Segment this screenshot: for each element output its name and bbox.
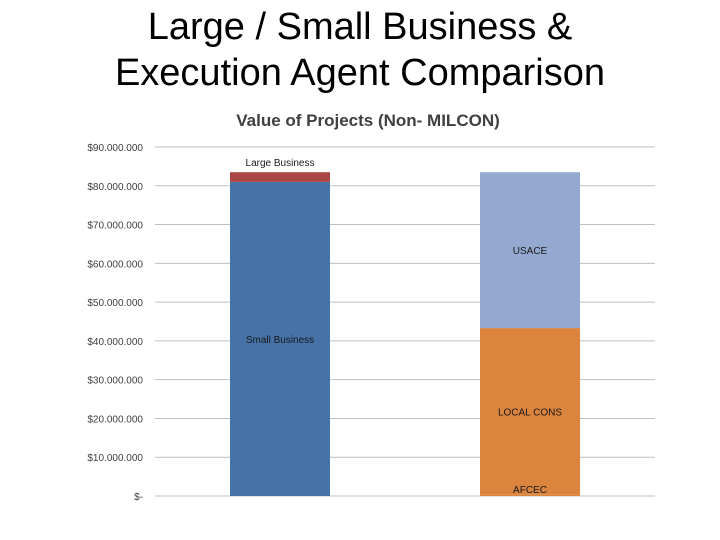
segment-label-usace: USACE <box>513 246 548 257</box>
segment-labels: Small Business Large Business AFCEC LOCAL C… <box>246 158 563 496</box>
y-tick-label: $90.000.000 <box>87 143 143 154</box>
slide-title-line-2: Execution Agent Comparison <box>114 52 606 94</box>
y-tick-label: $70.000.000 <box>87 221 143 232</box>
slide-title-line-1: Large / Small Business & <box>147 6 573 48</box>
segment-label-local-cons: LOCAL CONS <box>498 407 562 418</box>
chart-title: Value of Projects (Non- MILCON) <box>236 111 500 130</box>
y-tick-label: $40.000.000 <box>87 337 143 348</box>
y-axis-ticks: $- $10.000.000 $20.000.000 $30.000.000 $40.0… <box>87 143 143 503</box>
segment-label-afcec: AFCEC <box>513 485 547 496</box>
y-tick-label: $10.000.000 <box>87 453 143 464</box>
y-tick-label: $60.000.000 <box>87 259 143 270</box>
bar-segment-usace <box>480 172 580 329</box>
bar-segment-afcec <box>480 494 580 496</box>
bar-segment-local-cons <box>480 328 580 495</box>
bar-segment-large-business <box>230 172 330 182</box>
y-tick-label: $80.000.000 <box>87 182 143 193</box>
y-tick-label: $30.000.000 <box>87 376 143 387</box>
bar-segment-small-business <box>230 181 330 496</box>
slide-title: Large / Small Business & Execution Agent… <box>0 4 720 100</box>
segment-label-small-business: Small Business <box>246 335 314 346</box>
y-tick-label: $- <box>134 492 143 503</box>
y-tick-label: $50.000.000 <box>87 298 143 309</box>
bars <box>230 172 580 496</box>
segment-label-large-business: Large Business <box>246 158 315 169</box>
y-tick-label: $20.000.000 <box>87 414 143 425</box>
